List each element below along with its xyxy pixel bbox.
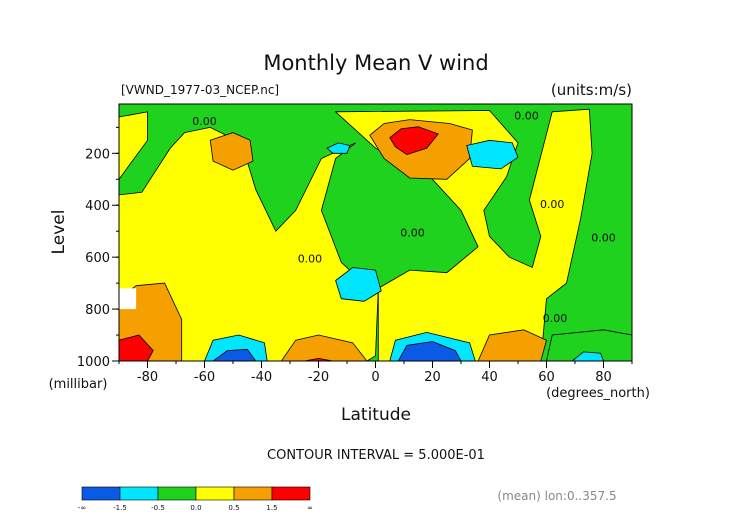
colorbar-swatch <box>157 486 197 501</box>
colorbar-swatch <box>271 486 311 501</box>
contour-region-16 <box>397 341 462 361</box>
colorbar-swatch <box>233 486 273 501</box>
contour-interval-label: CONTOUR INTERVAL = 5.000E-01 <box>267 448 485 463</box>
x-axis-title: Latitude <box>341 405 411 425</box>
x-tick-label: 80 <box>595 370 612 385</box>
contour-value-label: 0.00 <box>543 312 568 325</box>
contour-label-layer: 0.00 0.00 0.00 0.00 0.00 0.00 0.00 <box>192 110 616 325</box>
contour-region-10 <box>304 357 333 361</box>
y-axis: 200 400 600 800 1000 <box>77 126 119 370</box>
y-tick-label: 800 <box>85 303 110 318</box>
contour-region-20 <box>571 351 604 361</box>
x-units-label: (degrees_north) <box>546 386 650 401</box>
footer-note: (mean) lon:0..357.5 <box>497 489 616 503</box>
dataset-label: [VWND_1977-03_NCEP.nc] <box>121 83 279 97</box>
y-axis-title: Level <box>49 210 69 255</box>
contour-fill-layer <box>119 104 632 361</box>
contour-value-label: 0.00 <box>591 232 616 245</box>
contour-region-3 <box>119 111 148 180</box>
contour-value-label: 0.00 <box>192 115 217 128</box>
colorbar-swatch <box>119 486 159 501</box>
y-tick-label: 600 <box>85 251 110 266</box>
contour-region-12 <box>546 329 632 361</box>
contour-region-5 <box>389 126 439 156</box>
x-axis: -80 -60 -40 -20 0 20 40 60 80 <box>118 361 633 385</box>
contour-region-19 <box>335 267 382 302</box>
contour-region-2 <box>334 108 593 361</box>
contour-region-9 <box>280 334 368 361</box>
x-tick-label: 20 <box>424 370 441 385</box>
colorbar-label: 1.5 <box>266 504 277 512</box>
y-tick-label: 200 <box>85 147 110 162</box>
colorbar-label: -∞ <box>78 504 86 512</box>
chart-title: Monthly Mean V wind <box>263 51 488 75</box>
contour-region-21 <box>119 288 137 310</box>
colorbar-label: -1.5 <box>113 504 127 512</box>
x-tick-label: 60 <box>538 370 555 385</box>
contour-region-17 <box>326 142 351 154</box>
x-tick-label: -60 <box>194 370 215 385</box>
units-label: (units:m/s) <box>551 81 632 99</box>
contour-value-label: 0.00 <box>400 226 425 239</box>
contour-value-label: 0.00 <box>514 110 539 123</box>
colorbar: -∞ -1.5 -0.5 0.0 0.5 1.5 ∞ <box>78 486 313 512</box>
contour-region-11 <box>477 329 547 361</box>
contour-value-label: 0.00 <box>540 198 565 211</box>
contour-region-14 <box>212 348 257 361</box>
contour-region-6 <box>209 132 254 171</box>
colorbar-label: 0.0 <box>190 504 201 512</box>
x-tick-label: -80 <box>137 370 158 385</box>
contour-region-8 <box>119 334 154 361</box>
x-tick-label: 0 <box>371 370 379 385</box>
x-tick-label: -40 <box>251 370 272 385</box>
colorbar-swatch <box>195 486 235 501</box>
y-tick-label: 1000 <box>77 355 110 370</box>
colorbar-label: 0.5 <box>228 504 239 512</box>
x-tick-label: 40 <box>481 370 498 385</box>
y-units-label: (millibar) <box>49 377 108 392</box>
x-tick-label: -20 <box>308 370 329 385</box>
y-tick-label: 400 <box>85 199 110 214</box>
contour-value-label: 0.00 <box>298 252 323 265</box>
colorbar-swatch <box>81 486 121 501</box>
colorbar-label: ∞ <box>307 504 313 512</box>
contour-region-18 <box>466 139 519 170</box>
colorbar-label: -0.5 <box>151 504 165 512</box>
